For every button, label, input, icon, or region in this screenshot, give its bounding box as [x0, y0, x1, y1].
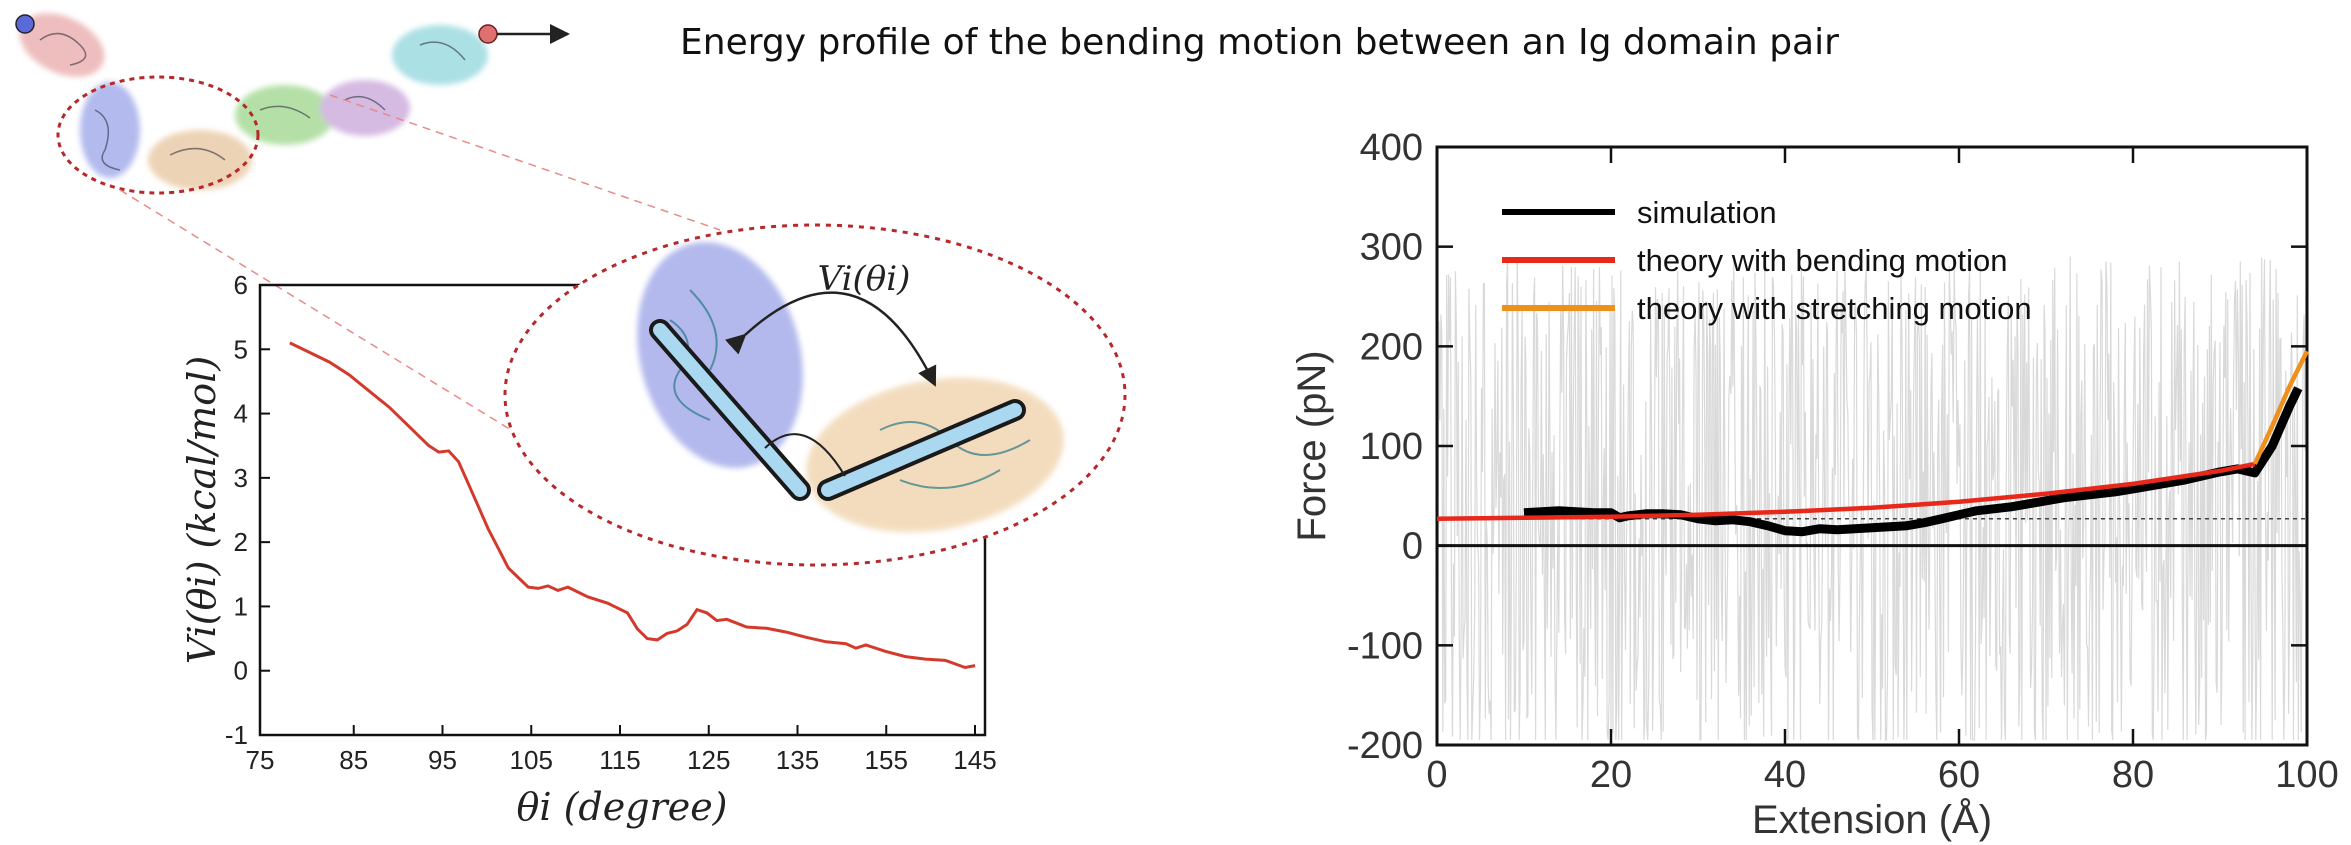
y-tick-label-right: 0	[1402, 526, 1423, 568]
start-marker	[15, 14, 35, 34]
domain-pair-ring	[56, 75, 260, 195]
series-line-2	[2252, 350, 2310, 465]
bending-inset: Vi(θi)	[503, 223, 1127, 567]
y-axis-label-left: Vi(θi) (kcal/mol)	[180, 356, 224, 664]
legend-label: theory with bending motion	[1637, 243, 2008, 278]
raw-force-trace	[1436, 256, 2308, 741]
y-tick-label-right: 200	[1360, 326, 1423, 368]
y-tick-label-left: 5	[234, 334, 248, 364]
x-tick-label-right: 80	[2112, 754, 2154, 796]
energy-series-line	[289, 341, 976, 670]
inset-label: Vi(θi)	[818, 259, 911, 299]
y-tick-label-left: 6	[234, 270, 248, 300]
y-tick-label-right: 300	[1360, 227, 1423, 269]
x-tick-label-left: 95	[428, 745, 457, 775]
x-tick-label-right: 100	[2275, 754, 2338, 796]
y-tick-label-right: 100	[1360, 426, 1423, 468]
y-tick-label-left: 3	[234, 463, 248, 493]
protein-chain-illustration	[15, 13, 570, 195]
figure-title: Energy profile of the bending motion bet…	[680, 22, 1839, 63]
legend-label: simulation	[1637, 195, 1777, 230]
x-tick-label-left: 125	[687, 745, 730, 775]
y-tick-label-right: -100	[1347, 625, 1423, 667]
x-tick-label-right: 20	[1590, 754, 1632, 796]
x-tick-label-left: 155	[865, 745, 908, 775]
y-tick-label-left: 2	[234, 527, 248, 557]
x-tick-label-left: 135	[776, 745, 819, 775]
y-axis-label-right: Force (pN)	[1290, 350, 1334, 541]
x-axis-label-right: Extension (Å)	[1752, 797, 1992, 842]
y-tick-label-left: -1	[225, 720, 248, 750]
end-marker	[478, 24, 498, 44]
x-tick-label-left: 145	[953, 745, 996, 775]
y-tick-label-right: 400	[1360, 127, 1423, 169]
force-extension-chart: -200 -100 0 100 200 300 400 0 20 40 60 80 100 simula…	[1290, 127, 2339, 842]
x-tick-label-right: 0	[1426, 754, 1447, 796]
x-tick-label-left: 75	[246, 745, 275, 775]
x-tick-label-right: 40	[1764, 754, 1806, 796]
y-tick-label-left: 4	[234, 399, 248, 429]
x-tick-label-right: 60	[1938, 754, 1980, 796]
x-tick-label-left: 115	[599, 745, 640, 775]
energy-profile-chart: -1 0 1 2 3 4 5 6 75 85 95 105 115 125 135 155 145 Vi(θi)…	[180, 270, 997, 829]
series-line-1	[1436, 461, 2256, 522]
x-tick-label-left: 105	[510, 745, 553, 775]
y-tick-label-left: 1	[234, 591, 248, 621]
legend-label: theory with stretching motion	[1637, 291, 2032, 326]
y-tick-label-right: -200	[1347, 725, 1423, 767]
x-tick-label-left: 85	[339, 745, 368, 775]
x-axis-label-left: θi (degree)	[516, 785, 727, 829]
bend-arrow	[724, 291, 937, 387]
y-tick-label-left: 0	[234, 656, 248, 686]
